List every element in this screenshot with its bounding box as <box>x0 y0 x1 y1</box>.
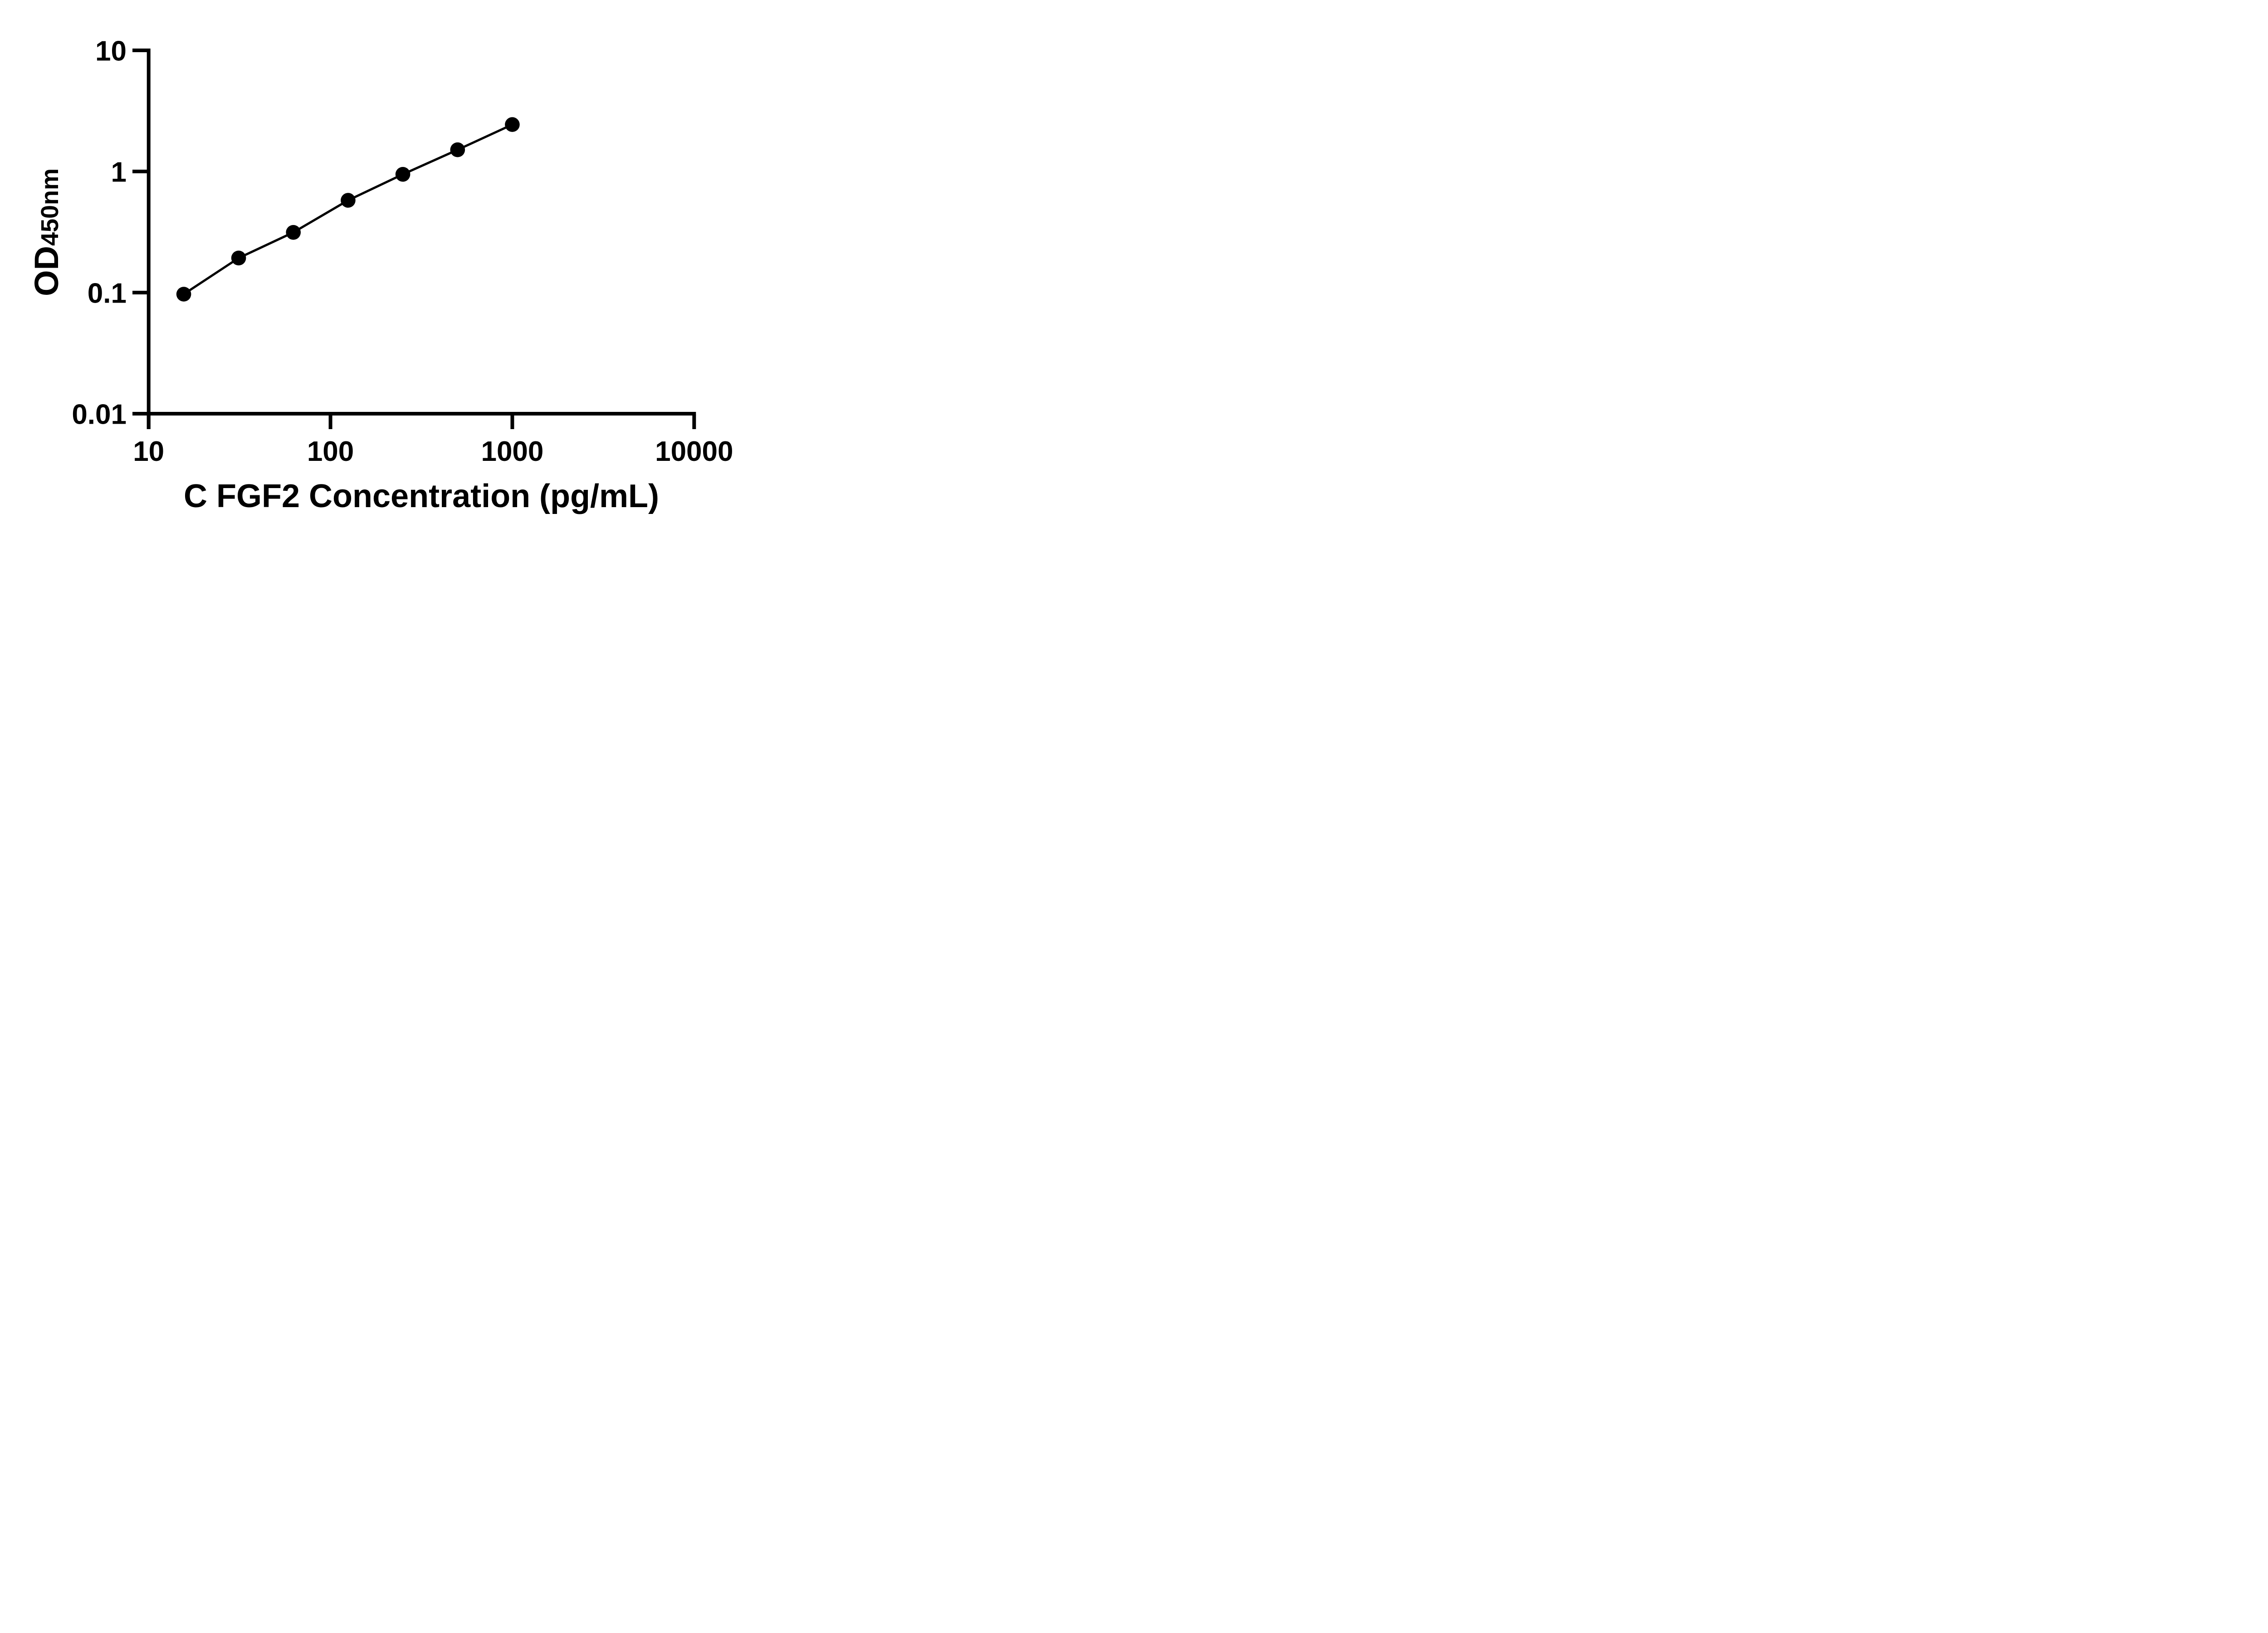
data-point-marker <box>395 167 411 182</box>
data-point-marker <box>286 225 301 240</box>
x-axis-title: C FGF2 Concentration (pg/mL) <box>184 478 659 514</box>
chart-canvas: 10 1 0.1 0.01 10 100 1000 10000 <box>72 35 733 467</box>
data-point-marker <box>231 250 246 266</box>
data-point-marker <box>505 117 520 132</box>
data-point-marker <box>341 193 356 208</box>
y-axis-tick-label: 1 <box>111 156 127 188</box>
y-axis-title: OD450nm <box>28 168 65 297</box>
x-axis-tick-label: 10 <box>133 436 164 467</box>
y-axis: 10 1 0.1 0.01 <box>72 35 151 430</box>
x-axis-tick-label: 100 <box>307 436 354 467</box>
y-axis-title-subscript: 450nm <box>36 168 64 246</box>
elisa-standard-curve-figure: 10 1 0.1 0.01 10 100 1000 10000 OD450nm C FGF2… <box>0 0 776 544</box>
x-axis-tick-label: 1000 <box>481 436 543 467</box>
data-point-marker <box>450 142 465 157</box>
series-group <box>176 117 520 302</box>
y-axis-tick-label: 0.1 <box>88 278 127 309</box>
y-axis-tick-label: 10 <box>95 35 127 67</box>
x-axis-tick-label: 10000 <box>655 436 733 467</box>
x-axis: 10 100 1000 10000 <box>132 412 733 467</box>
y-axis-title-main: OD <box>28 246 65 297</box>
data-point-marker <box>176 287 191 302</box>
y-axis-tick-label: 0.01 <box>72 399 127 430</box>
